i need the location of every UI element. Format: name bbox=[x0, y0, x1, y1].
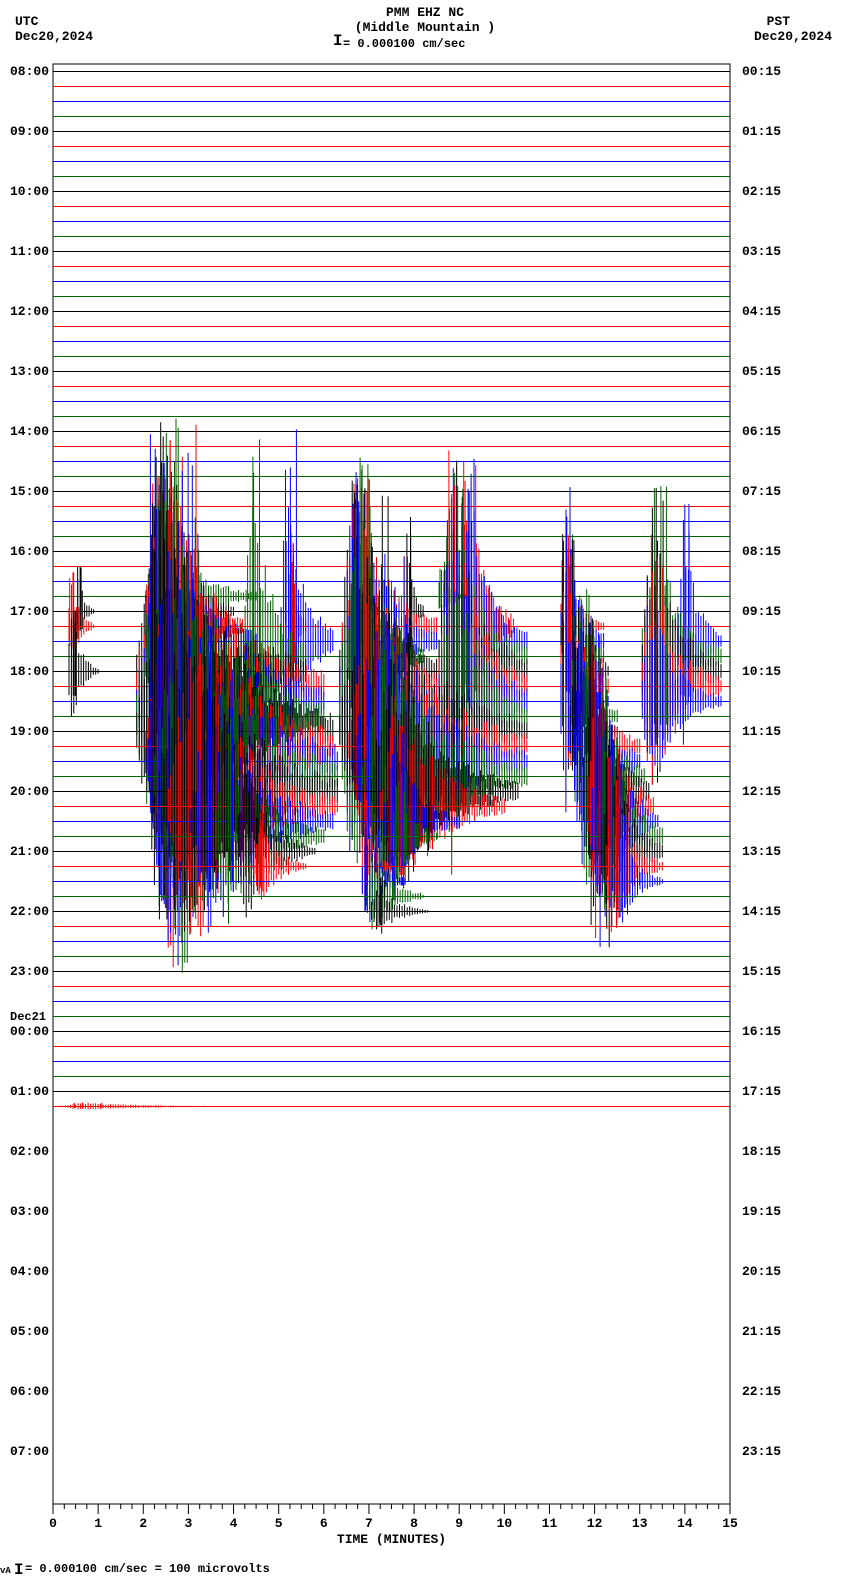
footer-mark-icon: I bbox=[14, 1561, 24, 1579]
right-hour-label: 19:15 bbox=[742, 1204, 781, 1219]
right-hour-label: 10:15 bbox=[742, 664, 781, 679]
right-hour-label: 21:15 bbox=[742, 1324, 781, 1339]
right-hour-label: 18:15 bbox=[742, 1144, 781, 1159]
right-hour-label: 17:15 bbox=[742, 1084, 781, 1099]
x-tick-label: 0 bbox=[43, 1516, 63, 1531]
left-hour-label: 04:00 bbox=[10, 1264, 49, 1279]
left-hour-label: 22:00 bbox=[10, 904, 49, 919]
right-hour-label: 09:15 bbox=[742, 604, 781, 619]
left-hour-label: 18:00 bbox=[10, 664, 49, 679]
right-hour-label: 00:15 bbox=[742, 64, 781, 79]
left-hour-label: 23:00 bbox=[10, 964, 49, 979]
x-axis-ticks bbox=[53, 1504, 730, 1514]
x-tick-label: 9 bbox=[449, 1516, 469, 1531]
left-hour-label: 10:00 bbox=[10, 184, 49, 199]
right-hour-label: 03:15 bbox=[742, 244, 781, 259]
right-hour-label: 20:15 bbox=[742, 1264, 781, 1279]
right-hour-label: 15:15 bbox=[742, 964, 781, 979]
right-hour-label: 14:15 bbox=[742, 904, 781, 919]
left-hour-label: 01:00 bbox=[10, 1084, 49, 1099]
left-hour-label: 15:00 bbox=[10, 484, 49, 499]
x-tick-label: 4 bbox=[224, 1516, 244, 1531]
x-tick-label: 10 bbox=[494, 1516, 514, 1531]
seismogram-container: PMM EHZ NC (Middle Mountain ) I = 0.0001… bbox=[0, 0, 850, 1584]
left-hour-label: 14:00 bbox=[10, 424, 49, 439]
right-hour-label: 23:15 bbox=[742, 1444, 781, 1459]
right-hour-label: 05:15 bbox=[742, 364, 781, 379]
right-hour-label: 13:15 bbox=[742, 844, 781, 859]
x-tick-label: 2 bbox=[133, 1516, 153, 1531]
x-tick-label: 8 bbox=[404, 1516, 424, 1531]
right-hour-label: 08:15 bbox=[742, 544, 781, 559]
x-tick-label: 1 bbox=[88, 1516, 108, 1531]
seismogram-svg bbox=[0, 0, 850, 1584]
footer-text: = 0.000100 cm/sec = 100 microvolts bbox=[25, 1562, 270, 1576]
left-hour-label: 11:00 bbox=[10, 244, 49, 259]
x-tick-label: 12 bbox=[585, 1516, 605, 1531]
right-hour-label: 12:15 bbox=[742, 784, 781, 799]
x-tick-label: 5 bbox=[269, 1516, 289, 1531]
left-hour-label: 12:00 bbox=[10, 304, 49, 319]
right-hour-label: 22:15 bbox=[742, 1384, 781, 1399]
x-tick-label: 15 bbox=[720, 1516, 740, 1531]
right-hour-label: 16:15 bbox=[742, 1024, 781, 1039]
left-hour-label: 05:00 bbox=[10, 1324, 49, 1339]
left-hour-label: 07:00 bbox=[10, 1444, 49, 1459]
left-hour-label: 17:00 bbox=[10, 604, 49, 619]
x-tick-label: 7 bbox=[359, 1516, 379, 1531]
right-hour-label: 11:15 bbox=[742, 724, 781, 739]
footer-prefix: vA bbox=[0, 1566, 11, 1576]
x-tick-label: 14 bbox=[675, 1516, 695, 1531]
right-hour-label: 04:15 bbox=[742, 304, 781, 319]
x-axis-title: TIME (MINUTES) bbox=[53, 1532, 730, 1547]
right-hour-label: 02:15 bbox=[742, 184, 781, 199]
left-hour-label: 19:00 bbox=[10, 724, 49, 739]
left-hour-label: 09:00 bbox=[10, 124, 49, 139]
left-hour-label: 08:00 bbox=[10, 64, 49, 79]
left-hour-label: 02:00 bbox=[10, 1144, 49, 1159]
traces bbox=[53, 72, 730, 1110]
left-hour-label: 03:00 bbox=[10, 1204, 49, 1219]
left-date-change-label: Dec21 bbox=[10, 1010, 46, 1024]
right-hour-label: 01:15 bbox=[742, 124, 781, 139]
left-hour-label: 06:00 bbox=[10, 1384, 49, 1399]
left-hour-label: 00:00 bbox=[10, 1024, 49, 1039]
x-tick-label: 6 bbox=[314, 1516, 334, 1531]
right-hour-label: 07:15 bbox=[742, 484, 781, 499]
left-hour-label: 21:00 bbox=[10, 844, 49, 859]
right-hour-label: 06:15 bbox=[742, 424, 781, 439]
x-tick-label: 11 bbox=[539, 1516, 559, 1531]
left-hour-label: 20:00 bbox=[10, 784, 49, 799]
left-hour-label: 16:00 bbox=[10, 544, 49, 559]
x-tick-label: 3 bbox=[178, 1516, 198, 1531]
x-tick-label: 13 bbox=[630, 1516, 650, 1531]
left-hour-label: 13:00 bbox=[10, 364, 49, 379]
